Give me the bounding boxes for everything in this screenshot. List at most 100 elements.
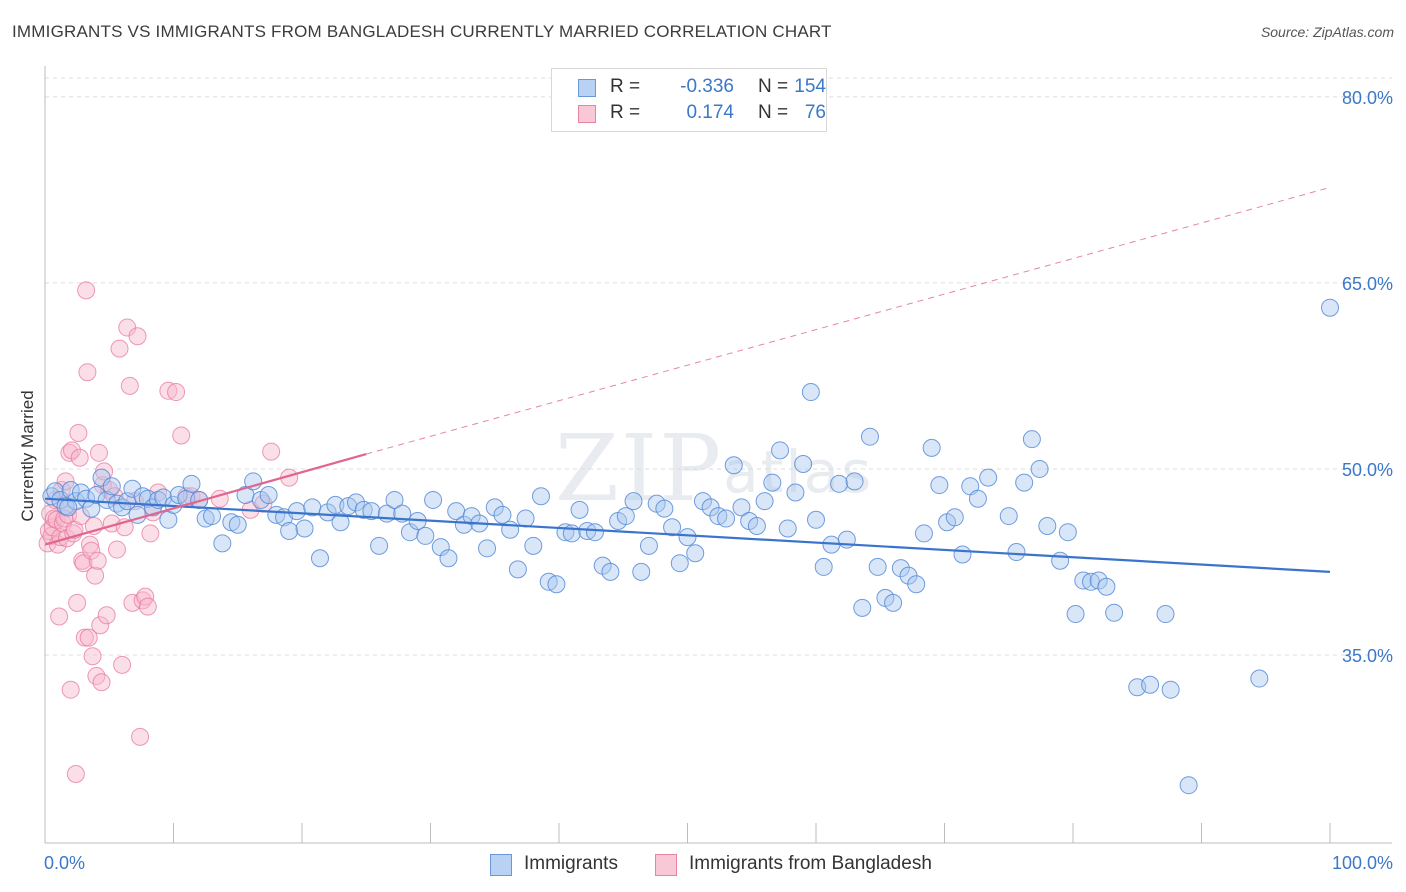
- data-point-bangladesh: [159, 381, 178, 400]
- data-point-immigrants: [724, 456, 743, 475]
- x-tick-label: 0.0%: [44, 853, 85, 873]
- data-point-immigrants: [999, 507, 1018, 526]
- data-point-immigrants: [326, 495, 345, 514]
- data-point-immigrants: [732, 498, 751, 517]
- legend-n-value: 154: [794, 76, 826, 97]
- legend-r-label: R =: [610, 102, 641, 123]
- data-point-immigrants: [778, 519, 797, 538]
- data-point-immigrants: [1161, 680, 1180, 699]
- data-point-immigrants: [968, 489, 987, 508]
- data-point-immigrants: [213, 534, 232, 553]
- data-point-immigrants: [663, 518, 682, 537]
- data-point-bangladesh: [128, 327, 147, 346]
- immigrants-points: [42, 298, 1339, 795]
- data-point-immigrants: [786, 483, 805, 502]
- data-point-bangladesh: [79, 628, 98, 647]
- data-point-immigrants: [424, 490, 443, 509]
- data-point-immigrants: [747, 516, 766, 535]
- data-point-immigrants: [953, 545, 972, 564]
- data-point-immigrants: [362, 502, 381, 521]
- data-point-immigrants: [1058, 523, 1077, 542]
- data-point-immigrants: [979, 468, 998, 487]
- correlation-legend: R = -0.336 N = 154 R = 0.174 N = 76: [551, 68, 827, 132]
- data-point-bangladesh: [86, 566, 105, 585]
- data-point-immigrants: [632, 562, 651, 581]
- data-point-immigrants: [310, 549, 329, 568]
- data-point-immigrants: [61, 481, 80, 500]
- data-point-immigrants: [717, 509, 736, 528]
- data-point-immigrants: [87, 485, 106, 504]
- data-point-bangladesh: [110, 339, 129, 358]
- y-tick-label: 80.0%: [1342, 88, 1393, 108]
- data-point-immigrants: [763, 473, 782, 492]
- data-point-immigrants: [331, 513, 350, 532]
- legend-swatch-pink: [655, 854, 677, 876]
- data-point-immigrants: [616, 507, 635, 526]
- data-point-bangladesh: [120, 376, 139, 395]
- data-point-immigrants: [97, 490, 116, 509]
- data-point-immigrants: [1321, 298, 1339, 317]
- data-point-bangladesh: [167, 383, 186, 402]
- data-point-immigrants: [203, 507, 222, 526]
- data-point-immigrants: [853, 598, 872, 617]
- data-point-immigrants: [1066, 605, 1085, 624]
- legend-swatch-blue: [490, 854, 512, 876]
- data-point-immigrants: [1097, 577, 1116, 596]
- data-point-immigrants: [1179, 776, 1198, 795]
- data-point-bangladesh: [70, 448, 89, 467]
- series-legend: Immigrants Immigrants from Bangladesh: [0, 852, 1406, 878]
- data-point-immigrants: [570, 500, 589, 519]
- data-point-immigrants: [547, 575, 566, 594]
- data-point-immigrants: [907, 575, 926, 594]
- data-point-immigrants: [295, 519, 314, 538]
- legend-r-value: 0.174: [686, 102, 734, 123]
- data-point-bangladesh: [83, 647, 102, 666]
- data-point-immigrants: [1038, 516, 1057, 535]
- data-point-immigrants: [807, 510, 825, 529]
- data-point-bangladesh: [75, 628, 94, 647]
- data-point-immigrants: [814, 557, 833, 576]
- trend-line-immigrants: [44, 497, 1331, 573]
- x-tick-label: 100.0%: [1332, 853, 1393, 873]
- data-point-immigrants: [670, 554, 689, 573]
- legend-n-label: N =: [758, 76, 789, 97]
- watermark-atlas: atlas: [723, 438, 873, 506]
- data-point-bangladesh: [88, 551, 107, 570]
- data-point-immigrants: [624, 492, 643, 511]
- data-point-immigrants: [686, 544, 705, 563]
- data-point-bangladesh: [89, 443, 108, 462]
- data-point-bangladesh: [91, 616, 110, 635]
- data-point-bangladesh: [50, 607, 69, 626]
- data-point-immigrants: [524, 536, 543, 555]
- data-point-immigrants: [462, 507, 481, 526]
- data-point-bangladesh: [107, 540, 126, 559]
- data-point-immigrants: [1022, 430, 1041, 449]
- data-point-immigrants: [318, 503, 337, 522]
- legend-label: Immigrants: [524, 853, 618, 874]
- data-point-immigrants: [280, 521, 299, 540]
- data-point-bangladesh: [141, 524, 160, 543]
- data-point-immigrants: [755, 492, 774, 511]
- data-point-immigrants: [416, 526, 435, 545]
- data-point-immigrants: [601, 562, 620, 581]
- data-point-bangladesh: [78, 363, 97, 382]
- data-point-immigrants: [439, 549, 458, 568]
- data-point-immigrants: [860, 427, 879, 446]
- data-point-immigrants: [1250, 669, 1269, 688]
- data-point-immigrants: [801, 383, 820, 402]
- data-point-immigrants: [845, 472, 864, 491]
- grid-lines: [45, 77, 1392, 656]
- data-point-immigrants: [1074, 571, 1093, 590]
- legend-swatch-pink: [578, 105, 596, 123]
- data-point-immigrants: [59, 498, 78, 517]
- data-point-immigrants: [508, 560, 527, 579]
- data-point-immigrants: [1105, 603, 1124, 622]
- data-point-immigrants: [228, 515, 247, 534]
- trend-line-bangladesh-extension: [366, 186, 1331, 455]
- data-point-immigrants: [259, 485, 278, 504]
- data-point-bangladesh: [262, 442, 281, 461]
- data-point-bangladesh: [113, 655, 132, 674]
- source-label: Source: ZipAtlas.com: [1260, 24, 1394, 40]
- data-point-bangladesh: [80, 535, 99, 554]
